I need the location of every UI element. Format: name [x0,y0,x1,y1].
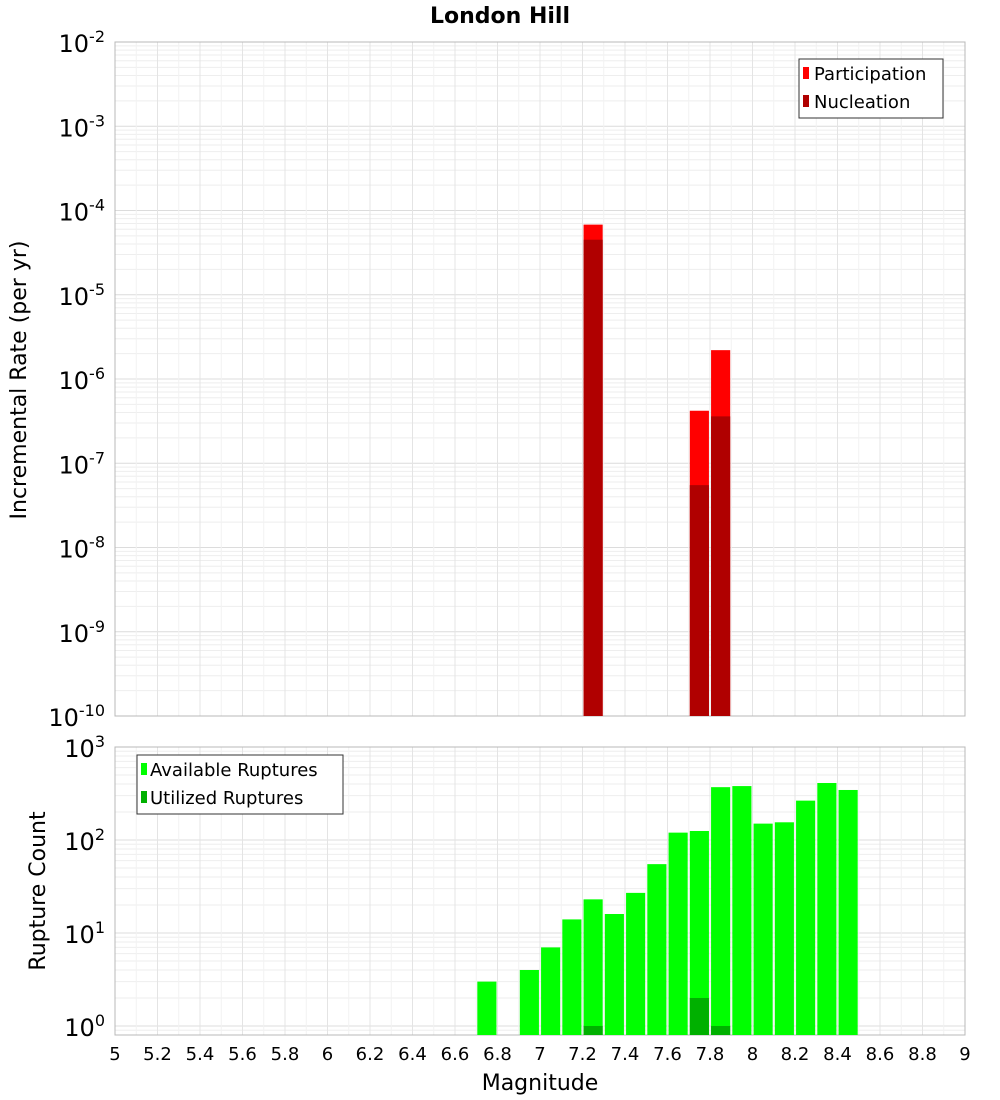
legend-swatch-utilized [141,791,147,803]
bottom-y-axis-title: Rupture Count [26,811,51,971]
top-panel-y-ticks: 10-10 10-9 10-8 10-7 10-6 10-5 10-4 10-3 10-2 [48,27,105,732]
bottom-y-tick-label: 103 [64,732,105,763]
x-tick-label: 7.8 [696,1044,725,1065]
legend-label-nucleation: Nucleation [814,92,910,113]
x-tick-label: 6 [322,1044,333,1065]
bottom-bar-series1 [668,832,688,1035]
x-tick-label: 8.6 [866,1044,895,1065]
bottom-bar-series1 [689,830,709,1035]
bottom-bar-series1 [753,823,773,1035]
x-tick-label: 9 [959,1044,970,1065]
top-bar-series2 [583,239,603,716]
bottom-bar-series1 [626,892,646,1035]
x-tick-label: 5.2 [143,1044,172,1065]
top-y-tick-label: 10-5 [59,280,106,311]
bottom-bar-series2 [711,1025,731,1035]
top-y-tick-label: 10-8 [59,533,106,564]
bottom-panel-bars [477,783,858,1035]
bottom-y-tick-label: 102 [64,825,105,856]
bottom-bar-series1 [817,783,837,1035]
top-bar-series2 [711,416,731,716]
bottom-panel-y-ticks: 100 101 102 103 [64,732,105,1042]
bottom-bar-series1 [711,787,731,1035]
bottom-bar-series1 [732,786,752,1035]
x-tick-label: 5.6 [228,1044,257,1065]
x-axis-ticks: 5 5.2 5.4 5.6 5.8 6 6.2 6.4 6.6 6.8 7 7.2 7.4 7.6 7.8 8… [109,1044,970,1065]
bottom-legend: Available Ruptures Utilized Ruptures [136,754,344,815]
x-tick-label: 6.4 [398,1044,427,1065]
legend-label-utilized: Utilized Ruptures [150,788,303,809]
x-tick-label: 5.4 [186,1044,215,1065]
bottom-bar-series1 [838,789,858,1035]
x-tick-label: 6.8 [483,1044,512,1065]
legend-swatch-participation [803,67,809,79]
x-tick-label: 7.6 [653,1044,682,1065]
top-panel-bars [583,224,731,716]
bottom-legend-box [136,754,344,815]
top-bar-series2 [689,485,709,716]
bottom-bar-series2 [689,997,709,1035]
top-y-tick-label: 10-2 [59,27,106,58]
top-panel-grid [114,42,966,717]
top-y-axis-title: Incremental Rate (per yr) [7,241,32,520]
bottom-bar-series2 [583,1025,603,1035]
bottom-bar-series1 [796,800,816,1035]
bottom-panel-frame [114,746,966,1036]
top-y-tick-label: 10-4 [59,196,106,227]
x-tick-label: 8.2 [781,1044,810,1065]
top-legend-box [798,58,944,119]
legend-swatch-available [141,763,147,775]
x-tick-label: 5.8 [271,1044,300,1065]
bottom-bar-series1 [477,981,497,1035]
legend-label-participation: Participation [814,64,926,85]
top-legend: Participation Nucleation [798,58,944,119]
bottom-bar-series1 [583,899,603,1035]
x-tick-label: 8.4 [823,1044,852,1065]
x-tick-label: 6.6 [441,1044,470,1065]
chart-title: London Hill [430,4,570,29]
top-panel-frame [114,41,966,717]
x-tick-label: 7.4 [611,1044,640,1065]
top-y-tick-label: 10-3 [59,111,106,142]
legend-swatch-nucleation [803,95,809,107]
bottom-y-tick-label: 101 [64,918,105,949]
x-tick-label: 7 [534,1044,545,1065]
top-y-tick-label: 10-10 [48,701,105,732]
legend-label-available: Available Ruptures [150,760,318,781]
x-tick-label: 5 [109,1044,120,1065]
bottom-bar-series1 [562,919,582,1035]
top-y-tick-label: 10-7 [59,448,106,479]
bottom-bar-series1 [519,969,539,1035]
bottom-bar-series1 [774,822,794,1035]
bottom-bar-series1 [647,864,667,1035]
top-y-tick-label: 10-9 [59,617,106,648]
top-y-tick-label: 10-6 [59,364,106,395]
x-tick-label: 6.2 [356,1044,385,1065]
x-tick-label: 8.8 [908,1044,937,1065]
x-axis-title: Magnitude [482,1071,599,1096]
bottom-bar-series1 [541,947,561,1035]
x-tick-label: 7.2 [568,1044,597,1065]
bottom-bar-series1 [604,914,624,1035]
bottom-y-tick-label: 100 [64,1011,105,1042]
x-tick-label: 8 [747,1044,758,1065]
